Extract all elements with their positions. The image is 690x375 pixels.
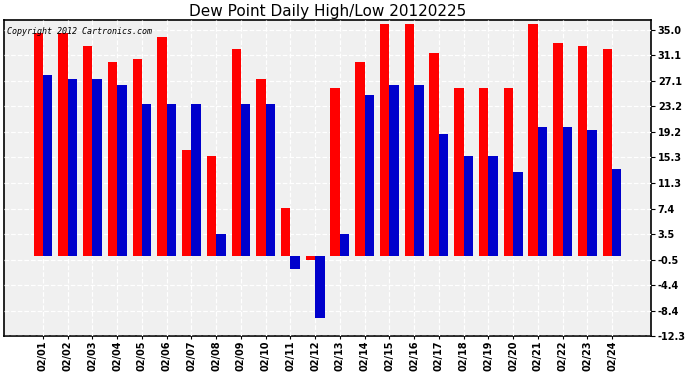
Bar [538, 127, 547, 256]
Bar [266, 104, 275, 256]
Bar [92, 78, 102, 256]
Bar [117, 85, 126, 256]
Bar [513, 172, 522, 256]
Bar [578, 46, 587, 256]
Bar [34, 33, 43, 256]
Bar [380, 24, 389, 256]
Bar [59, 33, 68, 256]
Bar [68, 78, 77, 256]
Bar [142, 104, 151, 256]
Bar [479, 88, 489, 256]
Bar [241, 104, 250, 256]
Bar [489, 156, 497, 256]
Bar [504, 88, 513, 256]
Bar [191, 104, 201, 256]
Bar [108, 62, 117, 256]
Bar [612, 169, 622, 256]
Bar [389, 85, 399, 256]
Bar [256, 78, 266, 256]
Bar [157, 36, 167, 256]
Bar [405, 24, 414, 256]
Bar [331, 88, 340, 256]
Bar [290, 256, 300, 269]
Bar [306, 256, 315, 260]
Bar [464, 156, 473, 256]
Bar [167, 104, 176, 256]
Bar [315, 256, 324, 318]
Bar [83, 46, 92, 256]
Bar [439, 134, 449, 256]
Bar [340, 234, 349, 256]
Bar [602, 50, 612, 256]
Bar [587, 130, 597, 256]
Bar [281, 208, 290, 256]
Text: Copyright 2012 Cartronics.com: Copyright 2012 Cartronics.com [8, 27, 152, 36]
Bar [182, 150, 191, 256]
Bar [553, 43, 562, 256]
Bar [429, 53, 439, 257]
Title: Dew Point Daily High/Low 20120225: Dew Point Daily High/Low 20120225 [189, 4, 466, 19]
Bar [529, 24, 538, 256]
Bar [232, 50, 241, 256]
Bar [132, 59, 142, 256]
Bar [216, 234, 226, 256]
Bar [562, 127, 572, 256]
Bar [364, 95, 374, 256]
Bar [43, 75, 52, 256]
Bar [414, 85, 424, 256]
Bar [355, 62, 364, 256]
Bar [207, 156, 216, 256]
Bar [454, 88, 464, 256]
